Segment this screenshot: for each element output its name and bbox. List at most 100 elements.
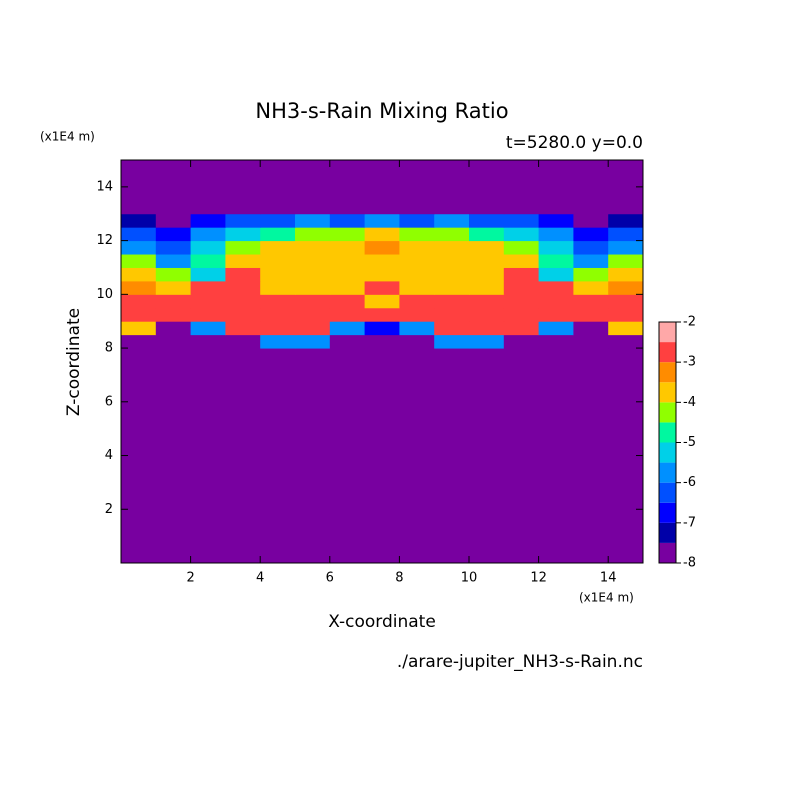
contour-cell	[121, 254, 157, 268]
y-tick-label: 14	[96, 179, 113, 194]
contour-cell	[469, 267, 505, 282]
contour-cell	[434, 321, 470, 336]
contour-cell	[260, 254, 296, 268]
contour-cell	[608, 213, 644, 228]
x-tick-label: 10	[461, 571, 478, 586]
contour-cell	[608, 267, 644, 282]
contour-cell	[538, 334, 574, 349]
colorbar-tick-label: -7	[683, 515, 696, 530]
y-tick-label: 8	[105, 341, 113, 356]
contour-cell	[155, 227, 192, 242]
colorbar-swatch	[659, 422, 676, 443]
contour-cell	[260, 321, 296, 336]
contour-cell	[364, 213, 400, 228]
contour-cell	[190, 267, 226, 282]
contour-cell	[329, 307, 366, 322]
contour-cell	[190, 294, 226, 309]
contour-cell	[295, 334, 331, 349]
contour-cell	[399, 160, 435, 215]
contour-cell	[503, 267, 540, 282]
contour-cell	[573, 280, 609, 295]
contour-cell	[329, 160, 366, 215]
contour-cell	[364, 267, 400, 282]
contour-cell	[121, 280, 157, 295]
contour-cell	[329, 294, 366, 309]
contour-cell	[503, 254, 540, 268]
contour-cell	[503, 348, 540, 564]
colorbar-tick-label: -5	[683, 435, 696, 450]
y-tick-label: 2	[105, 502, 113, 517]
colorbar-swatch	[659, 482, 676, 503]
contour-cell	[329, 280, 366, 295]
colorbar-swatch	[659, 522, 676, 543]
contour-cell	[225, 254, 261, 268]
contour-cell	[434, 307, 470, 322]
colorbar-swatch	[659, 502, 676, 523]
contour-cell	[469, 334, 505, 349]
contour-cell	[295, 321, 331, 336]
contour-cell	[608, 321, 644, 336]
contour-cell	[190, 280, 226, 295]
contour-cell	[364, 307, 400, 322]
contour-cell	[538, 240, 574, 255]
contour-cell	[399, 321, 435, 336]
contour-cell	[190, 160, 226, 215]
contour-cell	[364, 321, 400, 336]
contour-cell	[434, 348, 470, 564]
contour-cell	[538, 213, 574, 228]
contour-cell	[260, 334, 296, 349]
contour-cell	[469, 254, 505, 268]
colorbar-tick-label: -6	[683, 475, 696, 490]
contour-cell	[155, 348, 192, 564]
contour-cell	[364, 348, 400, 564]
contour-cell	[155, 280, 192, 295]
colorbar-swatch	[659, 442, 676, 463]
x-axis-label: X-coordinate	[328, 612, 436, 632]
y-axis-label: Z-coordinate	[64, 308, 84, 416]
contour-cell	[434, 254, 470, 268]
contour-cell	[295, 240, 331, 255]
contour-cell	[364, 280, 400, 295]
contour-cell	[364, 254, 400, 268]
contour-cell	[329, 348, 366, 564]
contour-cell	[121, 267, 157, 282]
contour-cell	[329, 240, 366, 255]
contour-cell	[608, 240, 644, 255]
contour-cell	[364, 334, 400, 349]
contour-cell	[399, 348, 435, 564]
contour-cell	[399, 227, 435, 242]
contour-cell	[295, 307, 331, 322]
contour-cell	[329, 213, 366, 228]
contour-cell	[503, 227, 540, 242]
contour-cell	[434, 334, 470, 349]
contour-cell	[225, 267, 261, 282]
contour-cell	[295, 213, 331, 228]
contour-cell	[469, 280, 505, 295]
contour-cell	[503, 334, 540, 349]
contour-cell	[121, 227, 157, 242]
chart-subtitle: t=5280.0 y=0.0	[506, 133, 643, 153]
contour-cell	[503, 307, 540, 322]
colorbar-swatch	[659, 462, 676, 483]
contour-cell	[295, 267, 331, 282]
x-tick-label: 8	[395, 571, 403, 586]
contour-cell	[364, 240, 400, 255]
contour-cell	[295, 227, 331, 242]
contour-cell	[434, 227, 470, 242]
x-tick-label: 12	[530, 571, 547, 586]
contour-cell	[155, 334, 192, 349]
contour-cell	[538, 160, 574, 215]
x-tick-label: 4	[256, 571, 264, 586]
contour-cell	[190, 307, 226, 322]
contour-cell	[155, 240, 192, 255]
contour-cell	[608, 307, 644, 322]
contour-cell	[260, 160, 296, 215]
contour-cell	[573, 227, 609, 242]
contour-cell	[329, 334, 366, 349]
axes: 2 4 6 8 10 12 14 2 4 6 8 10 12 14 -8 -7 -6 -5 -4 -3 -2	[96, 159, 696, 586]
contour-cell	[260, 348, 296, 564]
contour-cell	[608, 334, 644, 349]
contour-cell	[190, 240, 226, 255]
contour-cell	[503, 280, 540, 295]
